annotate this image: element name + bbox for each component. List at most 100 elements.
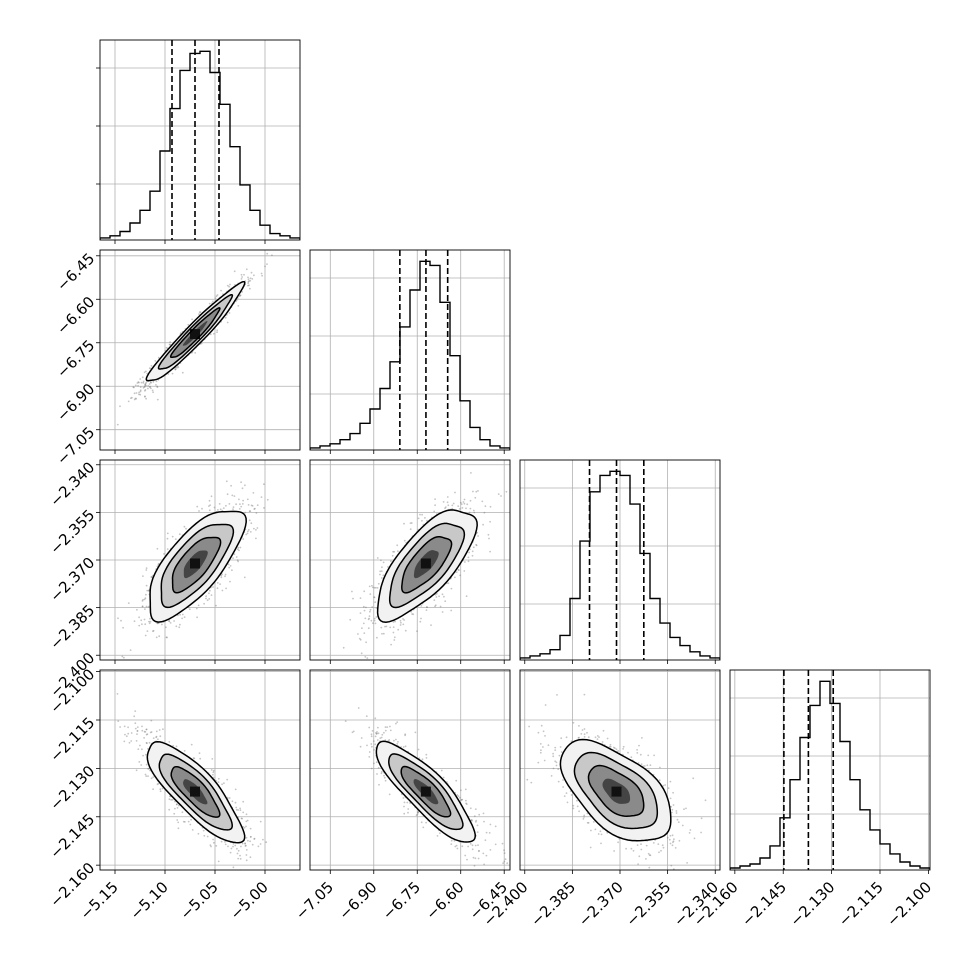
scatter-point xyxy=(145,742,148,744)
scatter-point xyxy=(245,533,248,536)
scatter-point xyxy=(228,312,231,314)
scatter-point xyxy=(209,504,212,506)
scatter-point xyxy=(155,380,158,383)
scatter-point xyxy=(121,655,124,658)
scatter-point xyxy=(249,836,252,838)
scatter-point xyxy=(489,550,491,553)
scatter-point xyxy=(232,866,235,869)
scatter-point xyxy=(382,561,385,564)
scatter-point xyxy=(143,371,146,374)
scatter-point xyxy=(245,844,247,847)
scatter-point xyxy=(475,543,477,546)
scatter-point xyxy=(454,576,456,579)
scatter-point xyxy=(247,280,250,283)
scatter-point xyxy=(249,279,252,282)
scatter-point xyxy=(228,566,231,569)
scatter-point xyxy=(210,594,213,596)
scatter-point xyxy=(475,490,478,493)
scatter-point xyxy=(142,380,145,383)
scatter-point xyxy=(255,529,257,531)
scatter-point xyxy=(150,719,153,722)
scatter-point xyxy=(487,533,490,536)
scatter-point xyxy=(241,503,244,505)
scatter-point xyxy=(148,367,151,370)
scatter-point xyxy=(213,332,215,335)
scatter-point xyxy=(467,556,470,559)
contour-line xyxy=(149,510,247,623)
scatter-point xyxy=(216,587,219,590)
scatter-point xyxy=(198,313,200,315)
scatter-point xyxy=(173,620,176,622)
scatter-point xyxy=(382,632,385,635)
scatter-point xyxy=(209,844,212,847)
scatter-point xyxy=(380,559,382,562)
scatter-point xyxy=(212,300,214,303)
scatter-point xyxy=(190,743,193,746)
scatter-point xyxy=(377,582,380,585)
scatter-point xyxy=(458,569,460,572)
scatter-point xyxy=(136,382,139,384)
scatter-point xyxy=(232,842,235,845)
scatter-point xyxy=(373,617,376,620)
scatter-point xyxy=(143,618,146,621)
scatter-point xyxy=(139,389,142,392)
panel-frame xyxy=(309,459,511,661)
scatter-point xyxy=(251,505,254,507)
scatter-point xyxy=(387,566,389,568)
scatter-point xyxy=(154,360,157,362)
scatter-point xyxy=(424,517,426,519)
scatter-point xyxy=(219,508,222,511)
scatter-point xyxy=(425,609,428,611)
scatter-point xyxy=(361,627,363,629)
scatter-point xyxy=(156,547,159,550)
panel-grid xyxy=(100,250,300,450)
scatter-point xyxy=(145,753,147,756)
scatter-point xyxy=(147,767,150,770)
scatter-point xyxy=(155,384,157,386)
scatter-point xyxy=(174,368,177,371)
scatter-point xyxy=(220,289,223,292)
scatter-point xyxy=(140,619,143,622)
scatter-point xyxy=(253,508,256,510)
scatter-point xyxy=(142,382,145,384)
scatter-point xyxy=(179,613,182,616)
scatter-point xyxy=(195,607,198,610)
scatter-point xyxy=(150,364,153,367)
scatter-point xyxy=(143,386,146,388)
scatter-point xyxy=(123,656,125,659)
scatter-point xyxy=(149,381,152,383)
scatter-point xyxy=(97,425,99,427)
scatter-point xyxy=(458,508,461,510)
scatter-point xyxy=(117,617,119,620)
scatter-point xyxy=(183,525,186,528)
scatter-point xyxy=(145,593,147,596)
scatter-point xyxy=(134,397,137,400)
scatter-point xyxy=(122,626,124,629)
scatter-point xyxy=(224,575,226,578)
scatter-point xyxy=(242,811,245,814)
scatter-point xyxy=(474,496,477,499)
scatter-point xyxy=(145,605,148,608)
scatter-point xyxy=(233,495,236,497)
scatter-point xyxy=(444,507,446,510)
scatter-point xyxy=(442,501,445,503)
scatter-point xyxy=(227,563,230,566)
scatter-point xyxy=(168,620,171,623)
scatter-point xyxy=(248,284,250,287)
scatter-point xyxy=(133,620,136,623)
histogram-step xyxy=(100,50,300,240)
scatter-point xyxy=(190,818,193,821)
scatter-point xyxy=(171,535,174,538)
scatter-point xyxy=(177,366,180,369)
scatter-point xyxy=(150,575,153,578)
scatter-point xyxy=(206,599,209,602)
scatter-point xyxy=(145,370,147,373)
scatter-point xyxy=(174,538,177,540)
scatter-point xyxy=(375,616,378,618)
panel-grid xyxy=(520,460,720,660)
scatter-point xyxy=(404,629,407,632)
scatter-point xyxy=(238,295,241,297)
scatter-point xyxy=(138,761,141,763)
scatter-point xyxy=(124,733,126,736)
scatter-point xyxy=(150,381,152,384)
